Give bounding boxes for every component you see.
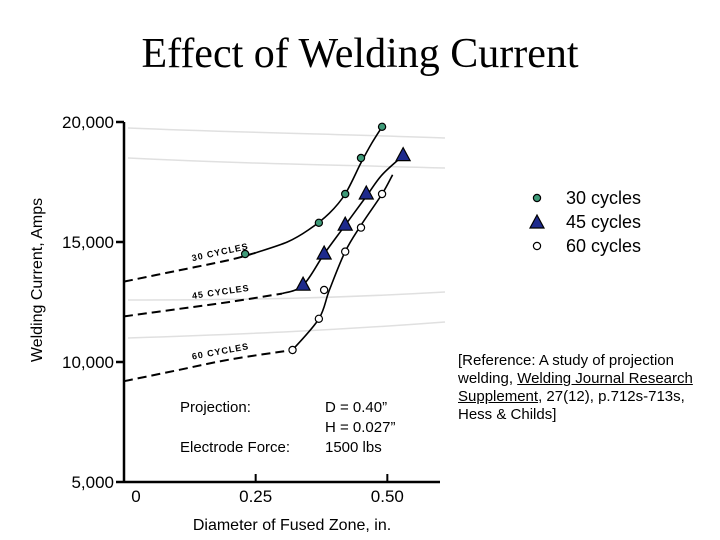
- 30-cycles-point: [240, 249, 250, 259]
- x-tick-label: 0: [131, 487, 140, 506]
- legend: 30 cycles 45 cycles 60 cycles: [528, 186, 668, 258]
- reference-prefix: [Reference: A study of projection weldin…: [458, 352, 674, 387]
- tick-labels: 5,000 10,000 15,000 20,000 0 0.25 0.50 Diameter…: [29, 113, 404, 534]
- projection-height: H = 0.027”: [325, 419, 396, 436]
- background-curves: [127, 127, 446, 339]
- y-tick-label: 10,000: [62, 353, 114, 372]
- y-tick-label: 20,000: [62, 113, 114, 132]
- 30-cycles-point: [314, 218, 324, 227]
- 30-cycles-fit-curve: [255, 126, 383, 254]
- background-guide-curve-2: [127, 157, 446, 169]
- electrode-force-label: Electrode Force:: [180, 439, 291, 456]
- projection-diameter: D = 0.40”: [325, 399, 388, 416]
- projection-annotation: Projection: D = 0.40” H = 0.027” Electro…: [180, 398, 395, 458]
- 45-cycles-point: [358, 184, 375, 200]
- 30-cycles-point: [356, 153, 366, 163]
- 60-cycles-point: [288, 345, 297, 355]
- 60-cycles-point: [314, 314, 324, 323]
- electrode-force-value: 1500 lbs: [325, 439, 382, 456]
- y-axis-label: Welding Current, Amps: [29, 198, 46, 362]
- chart-title: Effect of Welding Current: [141, 31, 579, 77]
- 45-cycles-point: [295, 275, 312, 291]
- reference-journal: Welding Journal Research Supplement: [458, 370, 693, 405]
- 60-cycles-point: [356, 223, 366, 232]
- axes: [116, 120, 440, 484]
- 30-cycles-point: [377, 122, 387, 132]
- legend-label: 45 cycles: [566, 211, 642, 232]
- 45-cycles-point: [337, 215, 354, 231]
- legend-marker-shape: [528, 213, 546, 229]
- legend-marker-shape: [532, 241, 542, 251]
- x-tick-label: 0.25: [239, 487, 272, 506]
- projection-label: Projection:: [180, 399, 251, 416]
- background-guide-curve-1: [127, 127, 446, 139]
- legend-marker-30-cycles: [532, 193, 542, 203]
- legend-item-45-cycles: 45 cycles: [528, 210, 668, 234]
- 30-cycles-point: [341, 189, 350, 199]
- legend-label: 30 cycles: [566, 187, 642, 208]
- x-axis-label: Diameter of Fused Zone, in.: [193, 517, 391, 534]
- 45-cycles-point: [316, 244, 333, 260]
- 30-cycles-baseline: [123, 251, 256, 283]
- x-tick-label: 0.50: [371, 487, 404, 506]
- y-tick-label: 5,000: [71, 473, 114, 492]
- background-guide-curve-4: [127, 321, 446, 339]
- background-guide-curve-3: [127, 291, 446, 301]
- 60-cycles-fit-curve: [291, 174, 394, 351]
- legend-marker-shape: [532, 193, 542, 203]
- 45-cycles-curve-label: 45 CYCLES: [191, 283, 250, 301]
- 30-cycles-curve-label: 30 CYCLES: [191, 241, 250, 263]
- reference-suffix: , 27(12), p.712s-713s, Hess & Childs]: [458, 388, 685, 423]
- legend-item-60-cycles: 60 cycles: [528, 234, 668, 258]
- 60-cycles-point: [377, 189, 387, 199]
- 60-cycles-baseline: [123, 349, 293, 383]
- legend-item-30-cycles: 30 cycles: [528, 186, 668, 210]
- 45-cycles-point: [395, 146, 412, 162]
- reference-note: [Reference: A study of projection weldin…: [458, 352, 713, 424]
- legend-label: 60 cycles: [566, 235, 642, 256]
- 60-cycles-point: [319, 285, 329, 295]
- 60-cycles-point: [341, 247, 350, 256]
- legend-marker-60-cycles: [532, 241, 542, 251]
- legend-marker-45-cycles: [528, 213, 546, 229]
- y-tick-label: 15,000: [62, 233, 114, 252]
- data-points: [240, 122, 412, 355]
